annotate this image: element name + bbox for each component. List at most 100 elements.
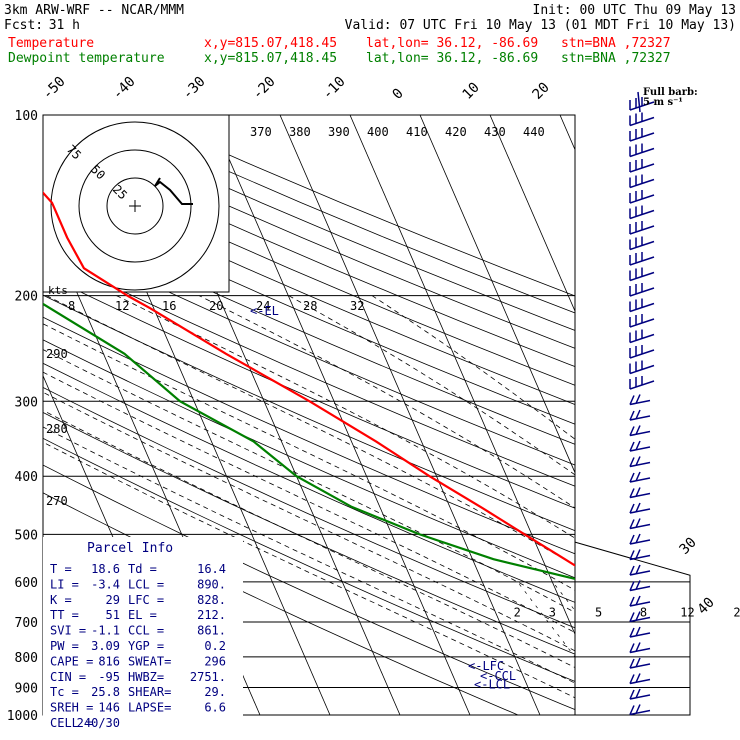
pressure-tick-label: 200 (15, 290, 38, 305)
wind-barb (629, 360, 655, 375)
wind-barb (629, 252, 655, 266)
wind-barb (629, 205, 655, 220)
dewpoint-legend: Dewpoint temperature (8, 51, 165, 66)
mixing-ratio-label: 8 (640, 605, 647, 619)
temperature-line (43, 191, 575, 567)
moist-adiabat (43, 426, 575, 684)
dry-adiabat (43, 174, 575, 405)
dry-adiabat (43, 273, 575, 509)
mixing-ratio-label: 2 (514, 605, 521, 619)
temperature-latlon: lat,lon= 36.12, -86.69 (366, 36, 538, 51)
wind-barb (629, 345, 655, 359)
isotherm-label: 30 (677, 535, 700, 558)
wind-barb (629, 549, 651, 561)
wind-barb (629, 329, 655, 344)
parcel-label: CCL = (128, 624, 164, 638)
isotherm-label: 0 (390, 86, 407, 103)
dry-adiabat (43, 252, 575, 487)
moist-adiabat (371, 295, 575, 440)
speed-axis-label: 12 (115, 299, 129, 313)
isotherm-line (419, 115, 575, 474)
level-annotation: <-LFC (468, 659, 504, 673)
isotherm-label: -10 (320, 74, 349, 103)
theta-side-label: 280 (46, 422, 68, 436)
theta-label: 380 (289, 125, 311, 139)
dry-adiabat (43, 156, 575, 386)
isotherm-line (700, 115, 740, 715)
wind-barb (629, 128, 655, 142)
wind-barb (629, 673, 651, 685)
wind-barb (629, 502, 651, 514)
parcel-label: CIN = (50, 670, 86, 684)
dry-adiabat (43, 316, 575, 555)
moist-adiabat (43, 323, 575, 591)
fcst-value: 31 h (49, 18, 80, 33)
parcel-value: 2751. (190, 670, 226, 684)
wind-barb (629, 688, 651, 700)
isotherm-line (630, 115, 740, 715)
wind-barb (629, 533, 651, 545)
speed-axis-label: 16 (162, 299, 176, 313)
parcel-value: 51 (106, 608, 120, 622)
wind-barb (629, 456, 651, 468)
parcel-value: -1.1 (91, 624, 120, 638)
parcel-value: 861. (197, 624, 226, 638)
wind-barb (629, 159, 655, 173)
isotherm-label: 40 (695, 595, 718, 618)
dewpoint-latlon: lat,lon= 36.12, -86.69 (366, 51, 538, 66)
pressure-tick-label: 700 (15, 616, 38, 631)
pressure-tick-label: 300 (15, 395, 38, 410)
mixing-ratio-label: 5 (595, 605, 602, 619)
wind-barb (629, 642, 651, 654)
theta-label: 390 (328, 125, 350, 139)
wind-barb (629, 283, 655, 297)
parcel-label: Tc = (50, 685, 79, 699)
parcel-info-title: Parcel Info (87, 541, 173, 556)
mixing-ratio-line (517, 581, 575, 658)
level-annotation: <-EL (250, 304, 279, 318)
dry-adiabat (43, 411, 575, 655)
hodograph-frame (42, 114, 230, 293)
wind-barb (629, 236, 655, 251)
pressure-tick-label: 900 (15, 682, 38, 697)
isotherm-line (559, 115, 575, 151)
wind-barb (629, 394, 651, 406)
parcel-label: T = (50, 562, 72, 576)
parcel-label: YGP = (128, 639, 164, 653)
parcel-label: LFC = (128, 593, 164, 607)
mixing-ratio-line (644, 582, 740, 715)
parcel-label: SVI = (50, 624, 86, 638)
wind-barb (629, 97, 655, 111)
wind-barb (629, 409, 651, 421)
parcel-value: 25.8 (91, 685, 120, 699)
parcel-label: CELL = (50, 716, 93, 730)
parcel-label: LCL = (128, 577, 164, 591)
wind-barb (629, 298, 655, 313)
temperature-stn: stn=BNA ,72327 (561, 36, 671, 51)
dewpoint-stn: stn=BNA ,72327 (561, 51, 671, 66)
pressure-tick-label: 100 (15, 109, 38, 124)
parcel-label: LI = (50, 577, 79, 591)
dewpoint-xy: x,y=815.07,418.45 (204, 51, 337, 66)
parcel-value: 296 (204, 654, 226, 668)
theta-label: 370 (250, 125, 272, 139)
parcel-value: 240/30 (77, 716, 120, 730)
dry-adiabat (43, 212, 575, 445)
dry-adiabat (43, 294, 575, 532)
moist-adiabat (198, 295, 575, 509)
wind-barb (629, 221, 655, 235)
parcel-label: Td = (128, 562, 157, 576)
hodograph-trace (154, 177, 193, 205)
speed-axis-label: 20 (209, 299, 223, 313)
wind-barb (629, 376, 655, 390)
wind-barb (629, 518, 651, 530)
dry-adiabat (43, 193, 575, 425)
mixing-ratio-line (552, 581, 575, 612)
theta-side-label: 290 (46, 347, 68, 361)
isotherm-line (279, 115, 541, 715)
hodograph-ring (50, 121, 220, 291)
wind-barb (629, 174, 655, 189)
moist-adiabat (116, 295, 575, 539)
pressure-tick-label: 400 (15, 470, 38, 485)
